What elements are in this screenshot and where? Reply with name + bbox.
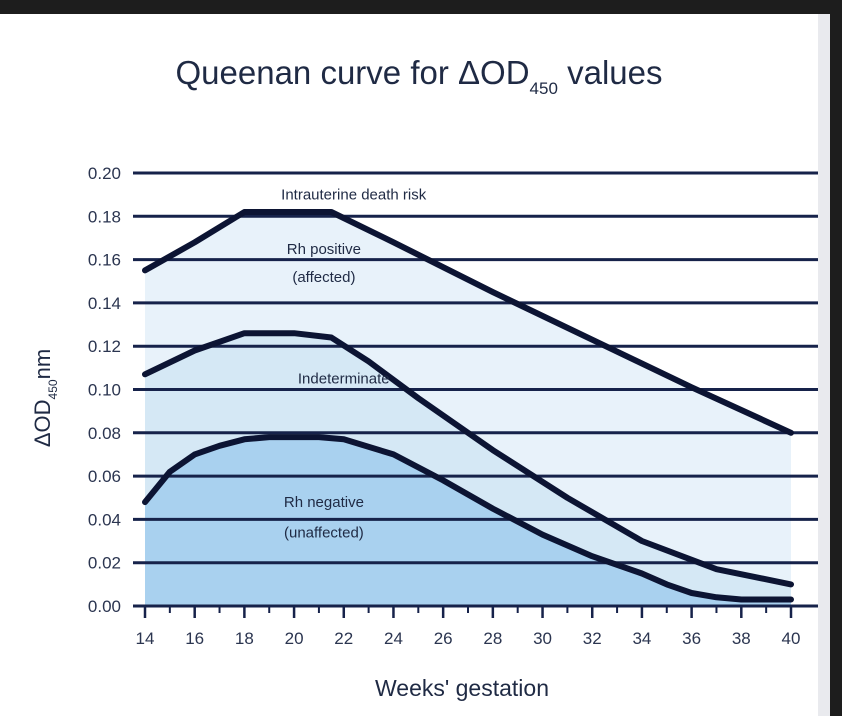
x-tick-label: 18 — [235, 629, 254, 648]
y-tick-label: 0.12 — [88, 337, 121, 356]
background-strip — [818, 14, 830, 716]
curve-lower — [142, 434, 794, 603]
x-axis-title: Weeks' gestation — [375, 675, 549, 701]
x-tick-label: 36 — [682, 629, 701, 648]
axes — [133, 604, 818, 618]
curve-upper — [142, 209, 794, 436]
curve-middle — [142, 330, 794, 588]
zone-label: Rh negative — [284, 494, 364, 511]
x-tick-labels: 14 16 18 20 22 24 26 28 30 32 34 36 38 40 — [136, 629, 801, 648]
x-tick-label: 40 — [782, 629, 801, 648]
zone-label: Rh positive — [287, 241, 361, 258]
curve-lines — [142, 209, 794, 603]
zone-labels: Intrauterine death risk Rh positive (affec… — [281, 187, 427, 542]
y-tick-label: 0.08 — [88, 424, 121, 443]
x-tick-label: 26 — [434, 629, 453, 648]
y-tick-label: 0.18 — [88, 207, 121, 226]
chart-frame: Queenan curve for ΔOD450 values 0.00 0.02… — [0, 14, 830, 716]
x-tick-label: 30 — [533, 629, 552, 648]
y-tick-label: 0.10 — [88, 381, 121, 400]
x-tick-label: 24 — [384, 629, 403, 648]
zone-areas — [145, 212, 791, 606]
y-tick-label: 0.14 — [88, 294, 121, 313]
x-tick-label: 14 — [136, 629, 155, 648]
chart: Queenan curve for ΔOD450 values 0.00 0.02… — [30, 14, 830, 716]
zone-label: (unaffected) — [284, 524, 364, 541]
x-tick-label: 28 — [483, 629, 502, 648]
y-tick-labels: 0.00 0.02 0.04 0.06 0.08 0.10 0.12 0.14 0.16 0.18… — [88, 164, 121, 616]
x-tick-label: 34 — [632, 629, 651, 648]
y-tick-label: 0.20 — [88, 164, 121, 183]
y-tick-label: 0.16 — [88, 251, 121, 270]
y-tick-label: 0.02 — [88, 554, 121, 573]
x-tick-label: 20 — [285, 629, 304, 648]
x-tick-label: 32 — [583, 629, 602, 648]
x-tick-label: 22 — [334, 629, 353, 648]
y-tick-label: 0.06 — [88, 467, 121, 486]
x-tick-label: 38 — [732, 629, 751, 648]
zone-label: (affected) — [292, 269, 355, 286]
y-tick-label: 0.04 — [88, 510, 121, 529]
y-tick-label: 0.00 — [88, 597, 121, 616]
zone-label: Intrauterine death risk — [281, 187, 427, 204]
zone-label: Indeterminate — [298, 371, 390, 388]
y-axis-title: ΔOD450nm — [30, 349, 60, 447]
x-tick-label: 16 — [185, 629, 204, 648]
chart-title: Queenan curve for ΔOD450 values — [176, 54, 663, 98]
